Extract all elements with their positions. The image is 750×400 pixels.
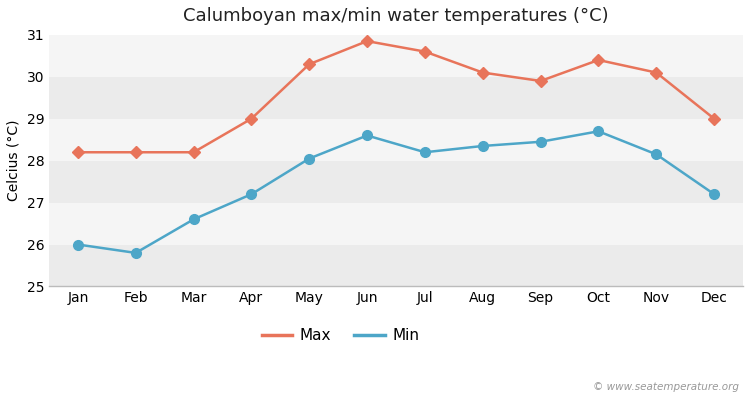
Y-axis label: Celcius (°C): Celcius (°C) <box>7 120 21 201</box>
Title: Calumboyan max/min water temperatures (°C): Calumboyan max/min water temperatures (°… <box>183 7 609 25</box>
Bar <box>49 119 743 161</box>
Legend: Max, Min: Max, Min <box>256 322 425 349</box>
Bar <box>49 244 743 286</box>
Bar <box>49 202 743 244</box>
Bar <box>49 161 743 202</box>
Text: © www.seatemperature.org: © www.seatemperature.org <box>592 382 739 392</box>
Bar <box>49 35 743 77</box>
Bar <box>49 77 743 119</box>
